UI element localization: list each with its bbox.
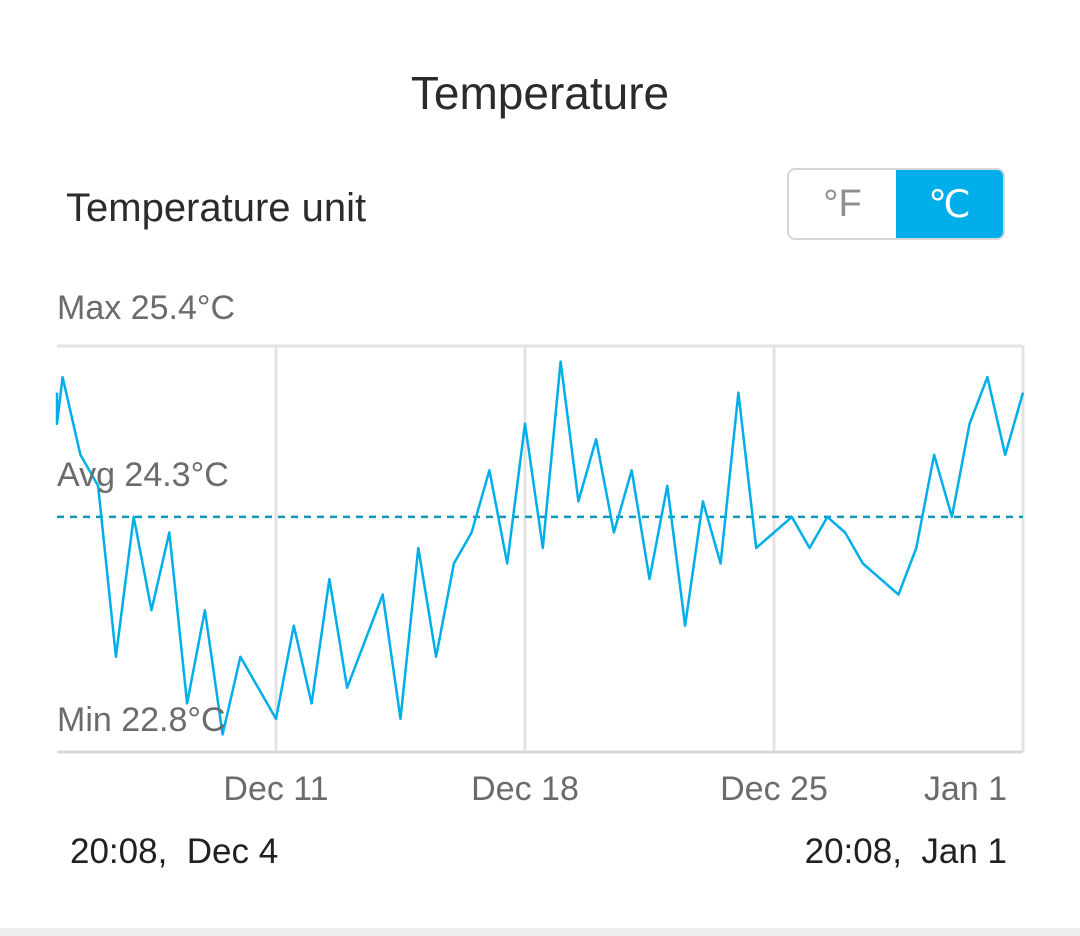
temperature-unit-toggle[interactable]: °F ℃ xyxy=(787,168,1005,240)
min-temperature-label: Min 22.8°C xyxy=(57,701,226,739)
temperature-series-line xyxy=(55,360,1025,736)
x-tick-label: Jan 1 xyxy=(924,770,1007,808)
celsius-option[interactable]: ℃ xyxy=(896,170,1003,238)
x-tick-label: Dec 11 xyxy=(223,770,328,808)
x-tick-label: Dec 25 xyxy=(720,770,828,808)
x-tick-label: Dec 18 xyxy=(471,770,579,808)
range-start-label: 20:08, Dec 4 xyxy=(70,832,279,871)
max-temperature-label: Max 25.4°C xyxy=(57,289,236,327)
page-title: Temperature xyxy=(410,67,670,119)
range-end-label: 20:08, Jan 1 xyxy=(804,832,1007,871)
bottom-divider xyxy=(0,928,1080,936)
fahrenheit-option[interactable]: °F xyxy=(823,182,862,225)
average-temperature-label: Avg 24.3°C xyxy=(57,456,229,494)
temperature-unit-label: Temperature unit xyxy=(66,186,367,230)
